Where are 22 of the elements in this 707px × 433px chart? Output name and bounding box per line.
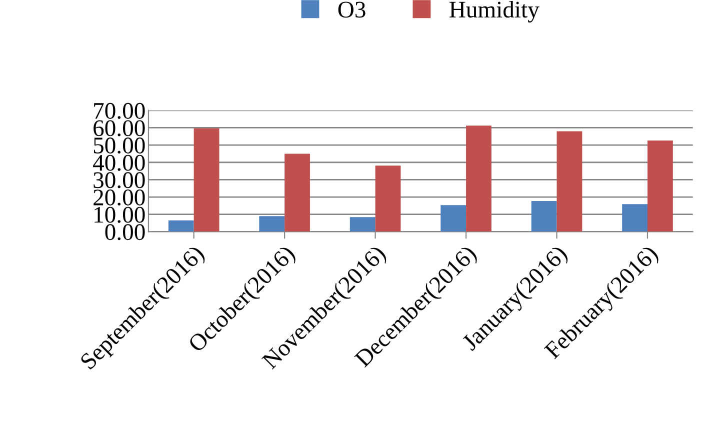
bar (194, 128, 220, 232)
bar (622, 204, 648, 232)
y-tick-label: 30.00 (94, 172, 145, 188)
y-tick-label: 20.00 (94, 190, 145, 206)
bar (647, 140, 673, 232)
y-tick-label: 0.00 (105, 224, 145, 240)
bar (440, 205, 466, 232)
bar (466, 126, 492, 232)
bar (556, 131, 582, 232)
bar (168, 220, 194, 232)
y-tick-label: 50.00 (94, 138, 145, 154)
y-tick-label: 60.00 (94, 120, 145, 136)
bar (284, 154, 310, 232)
legend-label: Humidity (450, 1, 540, 22)
bar (259, 216, 285, 232)
bar (350, 217, 376, 232)
legend-label: O3 (338, 2, 366, 18)
y-tick-label: 40.00 (93, 154, 145, 171)
y-tick-label: 10.00 (94, 206, 145, 223)
bar (531, 201, 557, 232)
y-tick-label: 70.00 (94, 102, 145, 119)
bar (375, 166, 401, 232)
